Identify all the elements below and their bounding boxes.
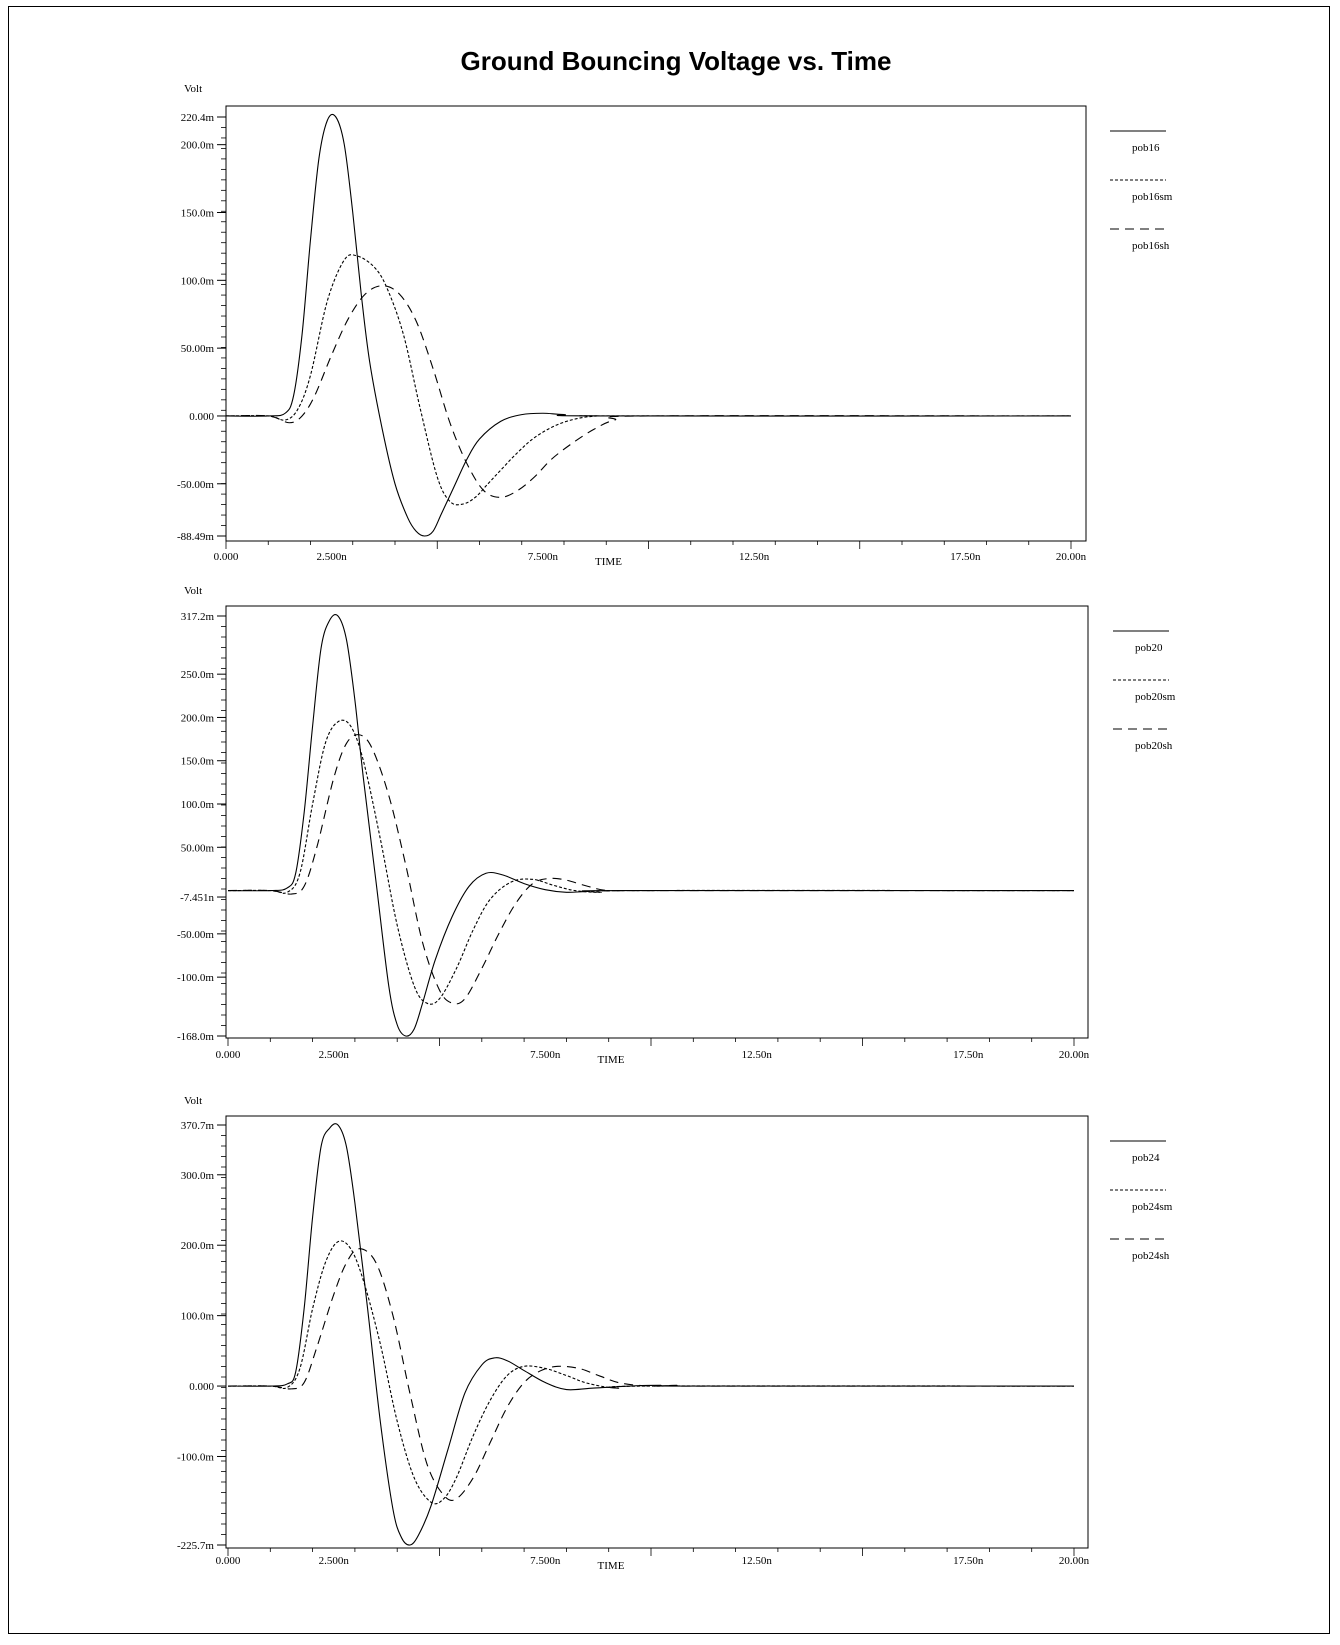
x-tick-label: 2.500n (317, 551, 348, 563)
y-tick-label: 50.00m (181, 842, 215, 854)
y-tick-label: 250.0m (181, 669, 215, 681)
plot-area (225, 605, 1089, 1039)
y-tick-label: -7.451n (180, 892, 214, 904)
y-tick-label: 370.7m (181, 1120, 215, 1132)
y-tick-label: 150.0m (181, 756, 215, 768)
chart-title: Ground Bouncing Voltage vs. Time (460, 46, 892, 76)
y-tick-label: -88.49m (177, 531, 214, 543)
x-tick-label: 17.50n (950, 551, 981, 563)
y-tick-label: -50.00m (177, 479, 214, 491)
y-tick-label: 220.4m (181, 112, 215, 124)
x-tick-label: 0.000 (216, 1555, 241, 1567)
y-tick-label: 150.0m (181, 207, 215, 219)
y-tick-label: 100.0m (181, 275, 215, 287)
y-tick-label: -100.0m (177, 972, 214, 984)
y-tick-label: 0.000 (189, 411, 214, 423)
figure-frame (8, 6, 1330, 1634)
y-tick-label: 200.0m (181, 140, 215, 152)
y-tick-label: 100.0m (181, 799, 215, 811)
y-tick-label: -168.0m (177, 1031, 214, 1043)
x-tick-label: 0.000 (214, 551, 239, 563)
x-tick-label: 12.50n (739, 551, 770, 563)
series-line-pob24sh (227, 1248, 1075, 1502)
x-tick-label: 12.50n (742, 1555, 773, 1567)
chart-panel-1: Volt220.4m200.0m150.0m100.0m50.00m0.000-… (177, 83, 1173, 568)
y-tick-label: 100.0m (181, 1311, 215, 1323)
x-axis-label: TIME (595, 556, 622, 568)
chart-panel-2: Volt 317.2m 250.0m 200.0m 150.0m 100.0m 50.00m… (177, 585, 1176, 1066)
y-tick-label: 317.2m (181, 611, 215, 623)
x-tick-label: 7.500n (530, 1049, 561, 1061)
y-tick-label: 50.00m (181, 343, 215, 355)
x-axis-label: TIME (598, 1560, 625, 1572)
y-tick-label: -50.00m (177, 929, 214, 941)
legend-label-pob16sh: pob16sh (1132, 240, 1170, 252)
x-tick-label: 20.00n (1056, 551, 1087, 563)
x-tick-label: 0.000 (216, 1049, 241, 1061)
legend-label-pob24sm: pob24sm (1132, 1201, 1173, 1213)
legend-label-pob16: pob16 (1132, 142, 1160, 154)
series-line-pob24sm (227, 1240, 1075, 1505)
legend-label-pob24sh: pob24sh (1132, 1250, 1170, 1262)
y-axis-unit: Volt (184, 1095, 202, 1107)
x-tick-label: 2.500n (319, 1555, 350, 1567)
legend-label-pob20sh: pob20sh (1135, 740, 1173, 752)
y-tick-label: 300.0m (181, 1170, 215, 1182)
x-tick-label: 17.50n (953, 1555, 984, 1567)
y-axis-unit: Volt (184, 585, 202, 597)
series-line-pob20sm (227, 719, 1075, 1005)
x-axis-label: TIME (598, 1054, 625, 1066)
legend-label-pob16sm: pob16sm (1132, 191, 1173, 203)
series-line-pob16 (225, 113, 1072, 537)
x-tick-label: 20.00n (1059, 1049, 1090, 1061)
legend-label-pob20sm: pob20sm (1135, 691, 1176, 703)
y-tick-label: -225.7m (177, 1540, 214, 1552)
y-tick-label: -100.0m (177, 1451, 214, 1463)
series-line-pob16sh (225, 285, 1072, 498)
series-line-pob20 (227, 614, 1075, 1037)
series-line-pob24 (227, 1123, 1075, 1546)
x-tick-label: 12.50n (742, 1049, 773, 1061)
chart-panel-3: Volt 370.7m 300.0m 200.0m 100.0m 0.000 -100.0m… (177, 1095, 1173, 1572)
y-tick-label: 200.0m (181, 1240, 215, 1252)
series-line-pob20sh (227, 734, 1074, 1005)
x-tick-label: 20.00n (1059, 1555, 1090, 1567)
legend-label-pob20: pob20 (1135, 642, 1163, 654)
plot-area (225, 1115, 1089, 1549)
y-tick-label: 0.000 (189, 1381, 214, 1393)
plot-area (225, 105, 1087, 542)
x-tick-label: 2.500n (319, 1049, 350, 1061)
y-axis-unit: Volt (184, 83, 202, 95)
x-tick-label: 7.500n (528, 551, 559, 563)
legend-label-pob24: pob24 (1132, 1152, 1160, 1164)
y-tick-label: 200.0m (181, 712, 215, 724)
series-line-pob16sm (225, 254, 1071, 506)
x-tick-label: 17.50n (953, 1049, 984, 1061)
x-tick-label: 7.500n (530, 1555, 561, 1567)
